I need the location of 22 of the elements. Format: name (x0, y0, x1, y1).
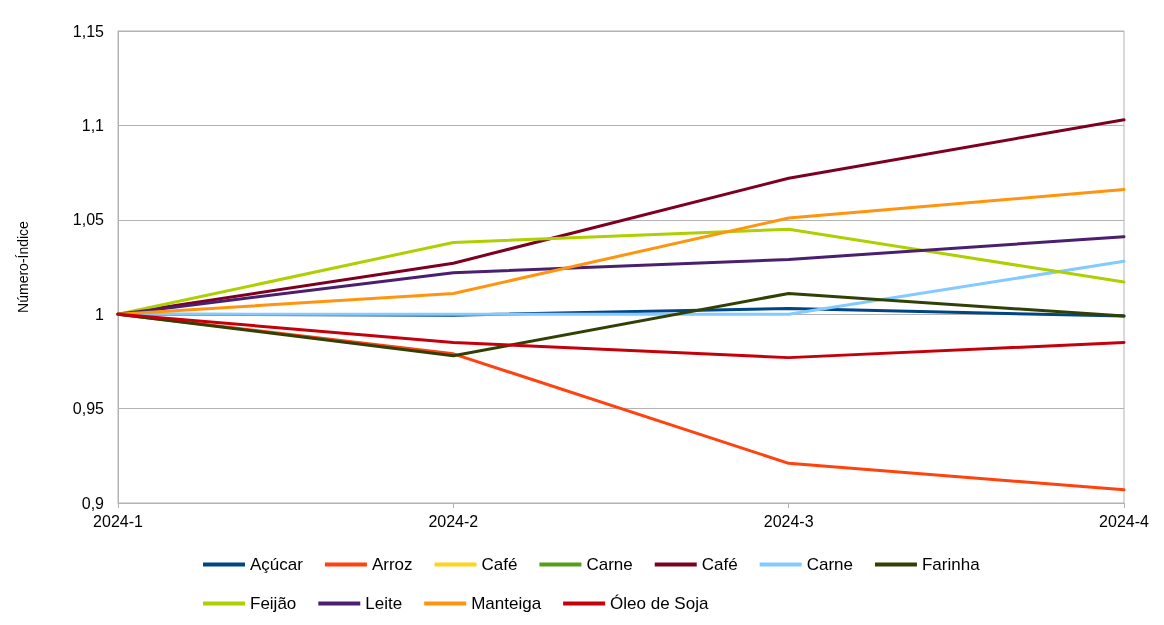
legend-label: Manteiga (471, 594, 542, 613)
legend-label: Carne (586, 555, 633, 574)
x-tick-label: 2024-1 (93, 512, 144, 530)
y-tick-label: 1,1 (81, 116, 105, 134)
x-tick-label: 2024-3 (763, 512, 814, 530)
y-tick-label: 0,95 (72, 400, 105, 418)
legend-label: Café (701, 555, 738, 574)
y-tick-label: 1 (95, 305, 105, 323)
legend-label: Café (481, 555, 518, 574)
legend-label: Carne (806, 555, 853, 574)
legend-label: Leite (365, 594, 403, 613)
legend-label: Arroz (371, 555, 413, 574)
legend-label: Óleo de Soja (610, 594, 709, 613)
x-tick-label: 2024-4 (1099, 512, 1150, 530)
y-tick-label: 1,05 (72, 211, 105, 229)
y-axis-title: Número-Índice (15, 220, 31, 313)
x-tick-label: 2024-2 (428, 512, 479, 530)
y-tick-label: 0,9 (81, 494, 105, 512)
legend-label: Farinha (921, 555, 981, 574)
y-tick-label: 1,15 (72, 22, 105, 40)
legend-label: Feijão (250, 594, 297, 613)
legend-label: Açúcar (250, 555, 304, 574)
